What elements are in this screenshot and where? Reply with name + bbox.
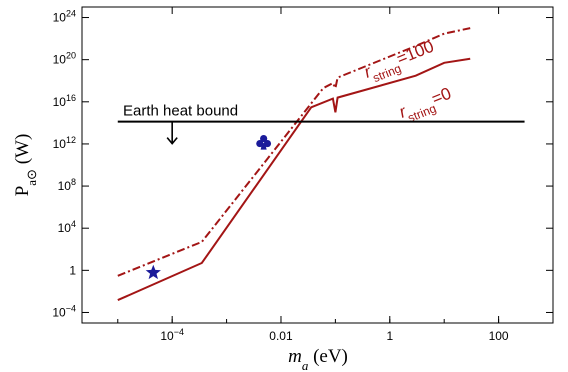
series-line-2	[117, 27, 471, 277]
y-axis-label: Pa⊙ (W)	[12, 134, 39, 197]
y-tick-label: 1	[69, 263, 76, 277]
y-tick-label: 1024	[53, 9, 76, 25]
markers	[145, 134, 272, 280]
y-tick-label: 104	[58, 219, 76, 235]
earth-heat-bound: Earth heat bound	[117, 103, 525, 145]
x-axis-label: ma (eV)	[288, 346, 348, 372]
series-line-1	[117, 57, 471, 302]
bound-arrow-head	[166, 137, 178, 145]
x-tick-label: 1	[386, 329, 393, 343]
y-tick-label: 1016	[53, 93, 76, 109]
x-tick-label: 10−4	[160, 327, 184, 343]
star-marker	[145, 264, 161, 280]
x-tick-label: 0.01	[269, 329, 293, 343]
y-tick-label: 1020	[53, 51, 76, 67]
bound-label: Earth heat bound	[123, 103, 238, 120]
plot-frame	[81, 6, 554, 324]
x-tick-label: 100	[489, 329, 509, 343]
y-tick-label: 10−4	[52, 303, 76, 319]
y-tick-label: 108	[58, 177, 76, 193]
y-tick-label: 1012	[53, 135, 76, 151]
club-marker	[256, 134, 272, 150]
axis-ticks: 10−4 0.01 1 100 1024 1020 1016 1012 108 104 1 10−4	[52, 7, 554, 343]
